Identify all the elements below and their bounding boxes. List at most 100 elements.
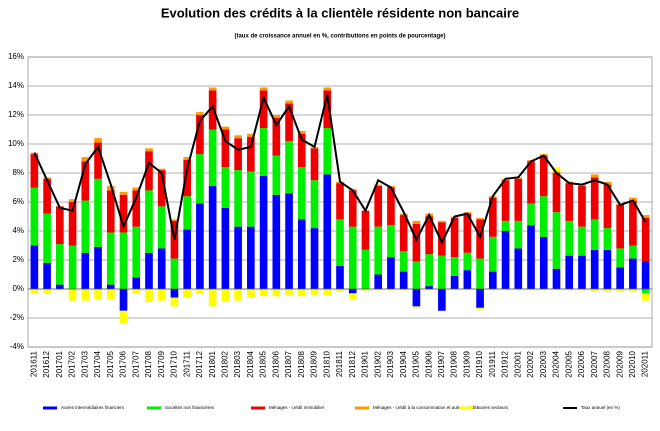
- bar-segment: [387, 257, 395, 289]
- bar-segment: [81, 252, 90, 289]
- x-tick-label: 201907: [437, 350, 446, 377]
- x-tick-label: 201906: [424, 350, 433, 377]
- bar-segment: [590, 219, 599, 250]
- bar-segment: [425, 216, 433, 255]
- bar-segment: [119, 191, 128, 195]
- bar-segment: [272, 117, 281, 156]
- bar-segment: [590, 174, 599, 178]
- x-tick-label: 201803: [233, 350, 242, 377]
- bar-segment: [310, 148, 319, 181]
- bar-segment: [119, 232, 128, 289]
- bar-segment: [348, 289, 357, 294]
- bar-segment: [603, 184, 612, 229]
- x-tick-label: 202007: [590, 350, 599, 377]
- y-tick-label: 12%: [8, 110, 24, 119]
- bar-segment: [157, 170, 166, 207]
- bar-segment: [221, 207, 230, 289]
- x-tick-label: 201808: [297, 350, 306, 377]
- bar-segment: [196, 289, 204, 294]
- bar-segment: [247, 171, 255, 227]
- y-tick-label: 4%: [12, 226, 24, 235]
- bar-segment: [56, 289, 64, 291]
- bar-segment: [450, 257, 459, 276]
- bar-segment: [463, 252, 472, 271]
- bar-segment: [285, 289, 293, 295]
- bar-segment: [30, 187, 39, 246]
- bar-segment: [272, 289, 281, 297]
- bar-segment: [247, 133, 255, 137]
- bar-segment: [157, 168, 166, 171]
- bar-segment: [234, 170, 242, 227]
- x-tick-label: 201812: [348, 350, 357, 377]
- bar-segment: [68, 199, 77, 202]
- bar-segment: [603, 289, 612, 292]
- bar-segment: [425, 289, 433, 291]
- x-tick-label: 202004: [552, 350, 561, 377]
- x-tick-label: 201811: [335, 350, 344, 377]
- bar-segment: [565, 220, 574, 256]
- bar-segment: [399, 271, 408, 289]
- bar-segment: [247, 226, 255, 289]
- bar-segment: [603, 249, 612, 289]
- bar-segment: [629, 197, 637, 201]
- legend-label: Taux annuel (en %): [581, 405, 620, 410]
- bar-segment: [259, 175, 268, 289]
- bar-segment: [399, 251, 408, 272]
- bar-segment: [157, 289, 166, 301]
- bar-segment: [590, 249, 599, 289]
- bar-segment: [297, 130, 306, 134]
- x-tick-label: 201910: [475, 350, 484, 377]
- legend-label: Ménages - crédit immobilier: [269, 405, 325, 410]
- bar-segment: [527, 161, 535, 204]
- bar-segment: [590, 289, 599, 292]
- bar-segment: [145, 148, 153, 152]
- x-tick-label: 201805: [259, 350, 268, 377]
- bar-segment: [221, 129, 230, 168]
- x-tick-label: 201707: [131, 350, 140, 377]
- bar-segment: [361, 210, 370, 250]
- bar-segment: [132, 187, 141, 191]
- bar-segment: [336, 289, 344, 292]
- bar-segment: [81, 157, 90, 162]
- bar-segment: [501, 220, 510, 231]
- bar-segment: [361, 249, 370, 289]
- bar-segment: [348, 293, 357, 300]
- y-tick-label: -4%: [10, 342, 24, 351]
- bar-segment: [552, 167, 561, 172]
- bar-segment: [425, 254, 433, 287]
- bar-segment: [323, 174, 332, 289]
- bar-segment: [208, 87, 217, 91]
- x-tick-label: 201712: [195, 350, 204, 377]
- bar-segment: [196, 112, 204, 115]
- x-tick-label: 201706: [119, 350, 128, 377]
- bar-segment: [578, 186, 586, 227]
- bar-segment: [259, 289, 268, 297]
- x-tick-label: 201704: [93, 350, 102, 377]
- bar-segment: [106, 190, 115, 233]
- x-tick-label: 201711: [182, 350, 191, 377]
- bar-segment: [145, 190, 153, 253]
- bar-segment: [374, 226, 383, 275]
- bar-segment: [412, 306, 421, 308]
- y-tick-label: 10%: [8, 139, 24, 148]
- bar-segment: [94, 289, 102, 300]
- bar-segment: [488, 271, 497, 289]
- x-tick-label: 202006: [577, 350, 586, 377]
- bar-segment: [30, 289, 39, 294]
- bar-segment: [641, 293, 650, 301]
- bar-segment: [132, 226, 141, 278]
- legend-swatch: [43, 406, 57, 410]
- y-tick-label: 14%: [8, 81, 24, 90]
- bar-segment: [450, 217, 459, 258]
- bar-segment: [43, 289, 51, 294]
- bar-segment: [438, 220, 446, 223]
- bar-segment: [399, 289, 408, 291]
- bar-segment: [616, 248, 624, 268]
- bar-segment: [30, 245, 39, 289]
- bar-segment: [183, 229, 192, 289]
- bar-segment: [501, 180, 510, 221]
- bar-segment: [590, 177, 599, 220]
- chart-subtitle: (taux de croissance annuel en %, contrib…: [234, 34, 445, 40]
- x-tick-label: 202003: [539, 350, 548, 377]
- bar-segment: [208, 90, 217, 130]
